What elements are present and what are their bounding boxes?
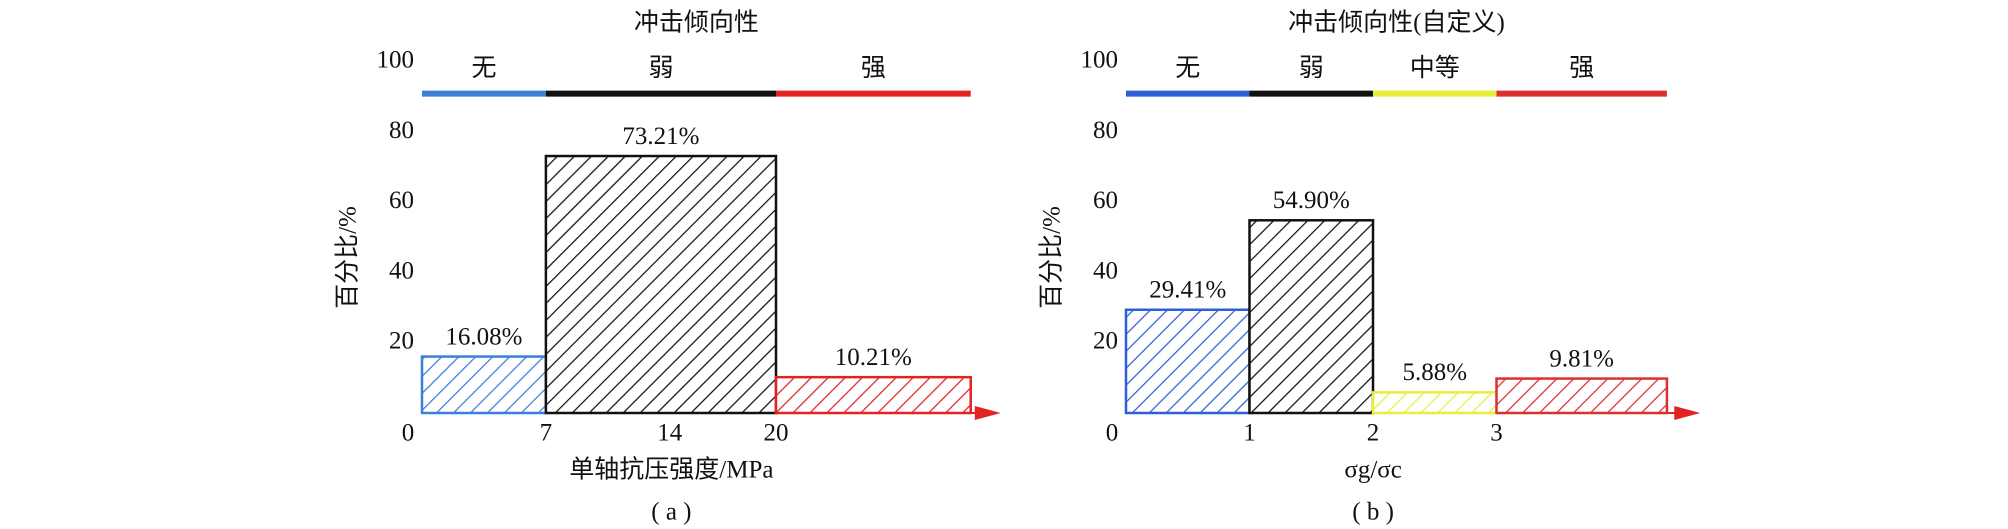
y-tick-label: 100: [1081, 47, 1119, 74]
y-tick-label: 40: [1093, 257, 1118, 284]
value-label: 29.41%: [1149, 277, 1226, 304]
chart-title: 冲击倾向性: [634, 9, 759, 37]
x-axis-arrow: [1674, 406, 1701, 420]
y-tick-label: 80: [1093, 117, 1118, 144]
band-label: 无: [1175, 53, 1200, 82]
y-tick-label: 40: [389, 257, 414, 284]
x-axis-label: σg/σc: [1344, 457, 1402, 484]
value-label: 9.81%: [1549, 345, 1614, 372]
bar: [1371, 391, 1498, 415]
bar: [774, 375, 972, 415]
x-axis-arrow: [974, 406, 1001, 420]
bar: [544, 154, 778, 415]
x-tick-label: 0: [402, 420, 415, 447]
value-label: 73.21%: [622, 123, 699, 150]
y-tick-label: 20: [389, 328, 414, 355]
y-tick-label: 80: [389, 117, 414, 144]
band-label: 无: [471, 53, 496, 82]
caption: ( a ): [651, 499, 691, 526]
value-label: 10.21%: [835, 344, 912, 371]
y-axis-label: 百分比/%: [334, 206, 362, 309]
y-tick-label: 60: [389, 187, 414, 214]
y-tick-label: 60: [1093, 187, 1118, 214]
chart-title: 冲击倾向性(自定义): [1288, 9, 1505, 37]
band-label: 弱: [648, 53, 673, 82]
x-tick-label: 14: [657, 420, 683, 447]
x-tick-label: 7: [540, 420, 553, 447]
x-tick-label: 2: [1367, 420, 1380, 447]
value-label: 5.88%: [1402, 359, 1467, 386]
value-label: 16.08%: [445, 323, 522, 350]
y-tick-label: 20: [1093, 328, 1118, 355]
bar: [1248, 219, 1375, 415]
y-axis-label: 百分比/%: [1038, 206, 1066, 309]
value-label: 54.90%: [1273, 187, 1350, 214]
caption: ( b ): [1352, 499, 1394, 526]
y-tick-label: 100: [377, 47, 415, 74]
band-label: 强: [1569, 53, 1594, 82]
x-tick-label: 1: [1243, 420, 1256, 447]
band-label: 弱: [1299, 53, 1324, 82]
band-label: 强: [861, 53, 886, 82]
x-tick-label: 0: [1106, 420, 1119, 447]
band-label: 中等: [1410, 53, 1460, 82]
bar: [1124, 308, 1251, 415]
x-tick-label: 20: [764, 420, 789, 447]
bar: [1495, 377, 1669, 415]
x-tick-label: 3: [1490, 420, 1503, 447]
x-axis-label: 单轴抗压强度/MPa: [569, 456, 773, 484]
bar: [420, 355, 548, 415]
